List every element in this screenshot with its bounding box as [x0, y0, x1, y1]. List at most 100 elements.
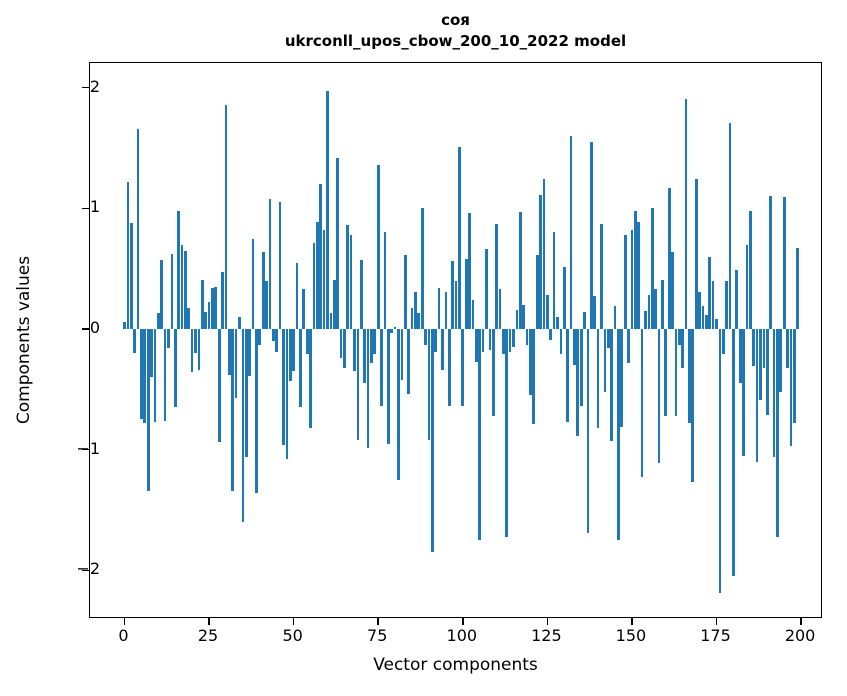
bar	[776, 329, 779, 537]
bar	[366, 329, 370, 449]
bar	[742, 329, 745, 456]
bar	[715, 319, 718, 329]
bar	[664, 329, 668, 416]
x-tick-label: 125	[531, 626, 562, 645]
bar	[596, 329, 600, 428]
bar	[241, 329, 245, 523]
bars-container	[90, 63, 821, 617]
bar	[447, 329, 451, 407]
bar	[180, 244, 184, 329]
bar	[295, 262, 299, 329]
bar	[312, 243, 316, 329]
x-tick-mark	[631, 617, 633, 625]
bar	[735, 269, 739, 329]
bar	[444, 291, 448, 329]
bar	[755, 329, 759, 462]
bar	[190, 329, 194, 373]
bar	[569, 135, 573, 329]
bar	[353, 329, 356, 372]
bar	[559, 329, 563, 355]
bar	[705, 314, 708, 329]
bar	[620, 329, 624, 427]
bar	[640, 329, 644, 478]
bar	[481, 329, 485, 352]
bar	[221, 272, 224, 329]
bar	[532, 329, 536, 425]
bar	[431, 329, 434, 553]
y-tick-mark	[82, 448, 90, 451]
bar	[478, 329, 482, 541]
x-tick-mark	[715, 617, 718, 625]
y-tick-label: 0	[89, 318, 100, 337]
bar	[129, 222, 133, 329]
bar	[410, 308, 414, 329]
bar	[228, 329, 231, 375]
bar	[694, 179, 698, 329]
bar	[441, 329, 444, 371]
bar	[282, 329, 285, 445]
x-tick-mark	[462, 617, 464, 625]
bar	[299, 329, 302, 408]
bar	[681, 329, 685, 368]
y-tick-label: −1	[76, 438, 100, 458]
bar	[136, 128, 140, 329]
y-tick-label: 2	[89, 76, 100, 96]
x-tick-label: 25	[197, 626, 219, 645]
y-axis-label-text: Components values	[14, 255, 34, 425]
bar	[390, 329, 394, 333]
bar	[255, 329, 258, 494]
x-tick-label: 75	[367, 626, 388, 645]
bar	[387, 329, 390, 444]
bar	[454, 280, 458, 329]
bar	[630, 230, 634, 329]
bar	[786, 329, 789, 368]
bar	[373, 329, 377, 355]
bar	[765, 329, 769, 415]
bar	[322, 230, 326, 329]
bar	[393, 326, 397, 329]
bar	[542, 179, 546, 329]
bar	[356, 329, 360, 440]
bar	[711, 280, 715, 329]
bar	[661, 279, 664, 329]
bar	[349, 234, 353, 329]
bar	[380, 329, 383, 407]
bar	[211, 287, 214, 329]
bar	[417, 313, 421, 329]
bar	[200, 279, 204, 329]
bar	[346, 225, 350, 329]
bar	[187, 308, 191, 329]
bar	[623, 234, 627, 329]
bar	[359, 260, 363, 329]
bar	[305, 329, 309, 355]
bar	[488, 329, 492, 350]
bar	[772, 329, 776, 457]
bar	[749, 210, 752, 329]
bar	[461, 329, 465, 407]
bar	[451, 261, 454, 329]
bar	[244, 329, 248, 457]
bar	[491, 329, 495, 416]
bar	[332, 279, 336, 329]
bar	[732, 329, 735, 577]
bar	[160, 260, 164, 329]
bar	[769, 196, 772, 329]
bar	[502, 329, 505, 355]
bar	[525, 329, 529, 345]
bar	[698, 291, 701, 329]
bar	[258, 329, 262, 345]
bar	[498, 289, 502, 329]
bar	[508, 329, 512, 352]
bar	[184, 250, 187, 329]
x-tick-label: 200	[784, 626, 816, 645]
bar	[458, 146, 461, 329]
bar	[738, 329, 742, 384]
bar	[309, 329, 312, 428]
bar	[173, 329, 177, 408]
x-tick-mark	[123, 617, 126, 625]
bar	[657, 329, 661, 463]
bar	[701, 306, 705, 329]
bar	[579, 329, 583, 407]
bar	[762, 329, 766, 368]
bar	[427, 329, 431, 440]
